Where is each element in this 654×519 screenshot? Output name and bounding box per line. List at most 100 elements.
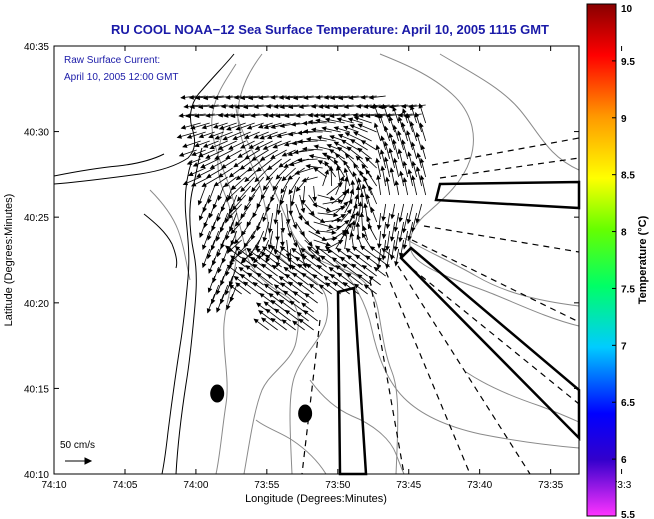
current-vector bbox=[359, 211, 365, 232]
current-vector bbox=[223, 176, 237, 188]
current-vector bbox=[208, 257, 216, 274]
current-vector bbox=[313, 144, 332, 151]
current-vector bbox=[409, 121, 418, 142]
y-tick-label: 40:20 bbox=[24, 299, 49, 310]
current-vector bbox=[217, 257, 225, 274]
current-vector bbox=[272, 176, 283, 192]
current-vector bbox=[365, 113, 386, 119]
current-vector bbox=[262, 221, 270, 243]
current-vector bbox=[262, 203, 270, 223]
current-vector bbox=[212, 122, 228, 129]
current-vector bbox=[261, 317, 278, 331]
current-vector bbox=[296, 311, 309, 322]
current-vector bbox=[355, 185, 361, 205]
current-vector bbox=[271, 264, 287, 277]
scale-label: 50 cm/s bbox=[60, 440, 95, 451]
current-vector bbox=[402, 230, 409, 250]
current-vector bbox=[285, 203, 291, 225]
current-vector bbox=[383, 156, 391, 178]
current-vector bbox=[275, 255, 291, 268]
current-vector bbox=[209, 158, 228, 169]
current-vector bbox=[335, 201, 349, 214]
current-vector bbox=[304, 221, 321, 235]
current-vector bbox=[361, 264, 377, 277]
current-vector bbox=[254, 140, 273, 150]
current-vector bbox=[385, 230, 391, 252]
current-vector bbox=[335, 153, 350, 169]
current-vector bbox=[316, 135, 336, 142]
current-vector bbox=[216, 293, 225, 313]
current-vector bbox=[343, 160, 355, 178]
current-vector bbox=[317, 194, 336, 201]
current-vector bbox=[228, 284, 242, 295]
current-vector bbox=[343, 125, 359, 133]
current-vector bbox=[410, 212, 418, 233]
current-vector bbox=[321, 152, 336, 160]
current-vector bbox=[318, 284, 332, 295]
current-vector bbox=[225, 149, 242, 160]
current-vector bbox=[205, 149, 224, 159]
current-vector bbox=[280, 282, 296, 295]
current-vector bbox=[373, 103, 382, 124]
annotation-line-2: April 10, 2005 12:00 GMT bbox=[64, 72, 179, 83]
current-vector bbox=[362, 225, 369, 241]
current-vector bbox=[350, 139, 368, 151]
current-vector bbox=[381, 247, 395, 259]
current-vector bbox=[199, 221, 207, 238]
current-vector bbox=[353, 116, 372, 124]
current-vector bbox=[363, 284, 377, 295]
current-vector bbox=[232, 131, 251, 141]
y-axis-label: Latitude (Degrees:Minutes) bbox=[3, 194, 15, 327]
current-vector bbox=[241, 257, 255, 268]
current-vector bbox=[262, 140, 282, 150]
current-vector bbox=[357, 177, 364, 196]
current-vector bbox=[298, 318, 314, 331]
current-vector bbox=[251, 221, 261, 241]
current-vector bbox=[400, 121, 409, 142]
coastline bbox=[54, 53, 235, 474]
current-vector bbox=[207, 275, 216, 293]
current-vector bbox=[256, 254, 273, 268]
current-vector bbox=[218, 122, 237, 130]
current-vector bbox=[276, 131, 296, 139]
current-vector bbox=[313, 203, 332, 212]
current-vector bbox=[251, 149, 269, 161]
current-vector bbox=[370, 206, 378, 223]
current-vector bbox=[194, 113, 215, 119]
current-vector bbox=[295, 203, 303, 221]
current-vector bbox=[419, 157, 427, 178]
current-vector bbox=[420, 144, 427, 160]
current-vector bbox=[182, 176, 201, 186]
current-vector bbox=[376, 174, 382, 196]
current-vector bbox=[258, 310, 273, 322]
current-vector bbox=[355, 103, 372, 109]
current-vector bbox=[415, 132, 423, 151]
current-vector bbox=[382, 103, 391, 124]
chart-title: RU COOL NOAA−12 Sea Surface Temperature:… bbox=[111, 22, 549, 37]
current-vector bbox=[365, 169, 378, 187]
current-vector bbox=[360, 94, 377, 100]
current-vector bbox=[295, 176, 309, 192]
x-tick-label: 74:05 bbox=[112, 480, 137, 491]
current-vector bbox=[275, 221, 280, 242]
current-vector bbox=[375, 144, 382, 160]
colorbar-tick-label: 6.5 bbox=[621, 398, 635, 409]
current-vector bbox=[349, 219, 356, 241]
current-vector bbox=[185, 113, 206, 119]
current-vector bbox=[239, 273, 255, 286]
current-vector bbox=[267, 274, 282, 286]
current-vector bbox=[292, 95, 314, 101]
current-vector bbox=[317, 212, 339, 218]
current-vector bbox=[253, 318, 269, 331]
current-vector bbox=[405, 130, 414, 151]
current-vector bbox=[198, 149, 215, 158]
current-vector bbox=[186, 131, 206, 139]
current-vector bbox=[367, 223, 378, 241]
current-vector bbox=[407, 168, 414, 187]
y-tick-label: 40:35 bbox=[24, 42, 49, 53]
current-vector bbox=[292, 272, 309, 286]
current-vector bbox=[305, 137, 327, 142]
current-vector bbox=[303, 310, 318, 322]
current-vector bbox=[281, 167, 296, 182]
current-vector bbox=[314, 245, 332, 259]
